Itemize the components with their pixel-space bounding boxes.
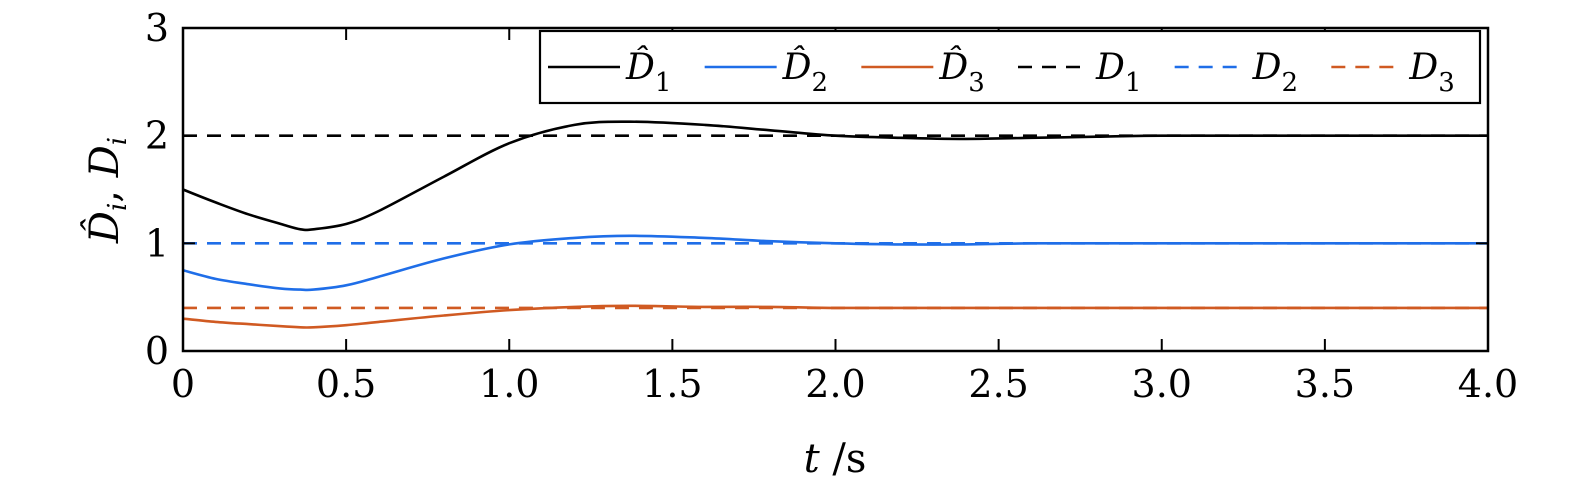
series-line-estimate-1 — [182, 120, 1488, 232]
x-axis-unit: /s — [820, 436, 867, 482]
y-axis-hat-var: D̂ — [82, 211, 128, 244]
y-tick-label: 2 — [145, 114, 169, 158]
legend-entry-1: D̂2 — [782, 45, 828, 98]
series-line-estimate-2 — [182, 234, 1488, 292]
x-tick-label: 2.5 — [968, 362, 1028, 406]
legend: D̂1 D̂2 D̂3 D1 D2 D3 — [538, 29, 1482, 105]
x-axis-label: t /s — [804, 436, 867, 482]
legend-box — [538, 29, 1482, 105]
x-axis-var: t — [804, 436, 821, 482]
y-axis-sep: , — [82, 177, 128, 202]
y-axis-label: D̂i, Di — [82, 137, 133, 244]
series-line-estimate-3 — [182, 304, 1488, 329]
y-tick-label: 1 — [145, 221, 169, 265]
x-tick-label: 4.0 — [1458, 362, 1518, 406]
x-tick-label: 3.5 — [1295, 362, 1355, 406]
legend-entry-3: D1 — [1095, 47, 1141, 98]
legend-entry-2: D̂3 — [938, 45, 984, 98]
series-layer — [182, 120, 1488, 329]
legend-entry-5: D3 — [1408, 47, 1454, 98]
legend-entry-0: D̂1 — [625, 45, 671, 98]
y-axis-sub: i — [103, 137, 133, 145]
y-axis-hat-sub: i — [103, 203, 133, 211]
x-tick-label: 0 — [171, 362, 195, 406]
y-tick-label: 3 — [145, 6, 169, 50]
legend-entry-4: D2 — [1252, 47, 1298, 98]
ticks-layer: 0 0.5 1.0 1.5 2.0 2.5 3.0 3.5 4.0 0 1 2 3 — [145, 6, 1518, 406]
x-tick-label: 1.5 — [642, 362, 702, 406]
x-tick-label: 3.0 — [1132, 362, 1192, 406]
x-tick-label: 2.0 — [805, 362, 865, 406]
x-tick-label: 0.5 — [316, 362, 376, 406]
x-tick-label: 1.0 — [479, 362, 539, 406]
y-tick-label: 0 — [145, 329, 169, 373]
y-axis-var: D — [82, 145, 128, 178]
